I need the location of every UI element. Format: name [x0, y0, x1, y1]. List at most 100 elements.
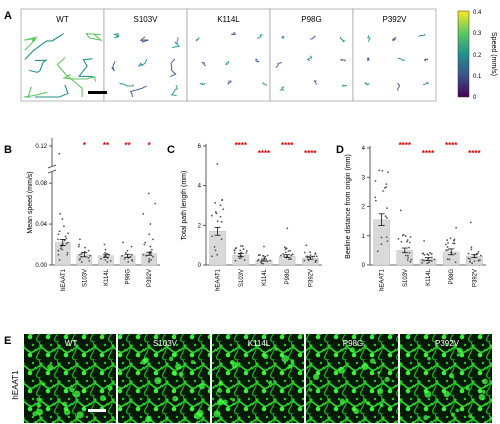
- data-point: [384, 215, 387, 218]
- data-point: [290, 254, 293, 257]
- cell-body: [213, 410, 221, 418]
- data-point: [80, 252, 83, 255]
- data-point: [63, 225, 65, 228]
- category-label: K114L: [104, 268, 110, 286]
- trajectory-track: [77, 58, 94, 79]
- data-point: [455, 226, 458, 229]
- data-point: [446, 249, 449, 251]
- trajectory-track: [391, 37, 397, 42]
- data-point: [406, 259, 409, 261]
- cell-body: [376, 388, 384, 395]
- data-point: [214, 249, 217, 252]
- cell-body: [107, 385, 113, 391]
- trajectory-track: [423, 58, 429, 62]
- cell-body: [262, 353, 269, 360]
- cell-body: [36, 403, 42, 408]
- cell-body: [451, 412, 455, 417]
- trajectory-track: [169, 58, 177, 78]
- data-point: [402, 234, 405, 236]
- colorbar-ticks: 0.4 0.3 0.2 0.1 0: [473, 10, 482, 101]
- data-point: [58, 152, 61, 155]
- cell-body: [47, 364, 54, 371]
- cell-body: [457, 347, 463, 354]
- data-point: [426, 253, 429, 256]
- data-point: [143, 243, 146, 246]
- data-point: [210, 214, 213, 217]
- data-point: [447, 242, 449, 244]
- data-point: [386, 207, 388, 209]
- data-point: [222, 208, 225, 211]
- cell-body: [178, 371, 184, 377]
- genotype-label: P392V: [382, 15, 407, 24]
- cell-body: [82, 388, 87, 393]
- micrograph: [400, 334, 492, 423]
- data-point: [263, 256, 266, 259]
- trajectory-track: [281, 35, 285, 39]
- genotype-label: WT: [65, 339, 78, 348]
- data-point: [149, 245, 152, 248]
- micrograph: [118, 334, 210, 423]
- data-point: [280, 254, 282, 257]
- data-point: [262, 262, 265, 265]
- trajectory-track: [24, 36, 38, 51]
- data-point: [471, 262, 474, 265]
- chart-b: hEAAT1 S103V * K114L ** P98G ** P392V * Mean spee…: [27, 138, 160, 291]
- data-point: [103, 243, 106, 246]
- y-tick-label: 1: [362, 234, 366, 240]
- data-point: [430, 253, 433, 255]
- data-point: [476, 252, 479, 255]
- trajectory-track: [306, 55, 313, 62]
- data-point: [429, 251, 432, 254]
- cell-body: [198, 383, 206, 390]
- data-point: [246, 250, 248, 252]
- trajectory-track: [279, 86, 285, 91]
- category-label: S103V: [403, 269, 409, 287]
- cell-body: [217, 387, 223, 393]
- cell-body: [377, 370, 381, 375]
- colorbar-tick: 0.1: [473, 74, 482, 80]
- data-point: [59, 247, 62, 250]
- trajectory-track: [23, 86, 48, 98]
- data-point: [423, 253, 426, 256]
- data-point: [408, 241, 411, 244]
- cell-body: [290, 359, 295, 364]
- data-point: [87, 249, 90, 252]
- data-point: [289, 249, 292, 252]
- data-point: [381, 169, 384, 172]
- data-point: [142, 253, 145, 256]
- data-point: [259, 254, 261, 256]
- trajectory-track: [309, 35, 316, 40]
- data-point: [473, 260, 476, 263]
- trajectory-track: [129, 85, 147, 98]
- trajectory-track: [256, 33, 263, 39]
- cell-body: [443, 390, 451, 398]
- trajectory-track: [112, 33, 119, 39]
- data-point: [374, 180, 377, 182]
- data-point: [378, 169, 381, 172]
- y-axis-label: Beeline distance from origin (mm): [345, 154, 352, 259]
- cell-body: [267, 380, 273, 385]
- data-point: [470, 246, 473, 249]
- trajectory-track: [111, 61, 116, 72]
- data-point: [386, 240, 389, 243]
- data-point: [80, 255, 82, 258]
- cell-body: [69, 387, 74, 393]
- data-point: [220, 220, 223, 223]
- data-point: [61, 218, 64, 220]
- data-point: [400, 240, 403, 243]
- genotype-label: S103V: [133, 15, 158, 24]
- chart-d: hEAAT1 S103V **** K114L **** P98G **** P392V ***…: [345, 141, 486, 291]
- genotype-label: K114L: [217, 15, 240, 24]
- trajectory-frame: [20, 8, 105, 102]
- data-point: [266, 254, 269, 257]
- data-point: [469, 221, 472, 224]
- data-point: [79, 257, 81, 260]
- data-point: [148, 233, 151, 236]
- bar: [373, 219, 390, 266]
- trajectory-track: [34, 84, 69, 98]
- colorbar-tick: 0.4: [473, 10, 482, 16]
- genotype-label: S103V: [153, 339, 178, 348]
- data-point: [427, 254, 430, 256]
- trajectory-track: [255, 58, 260, 63]
